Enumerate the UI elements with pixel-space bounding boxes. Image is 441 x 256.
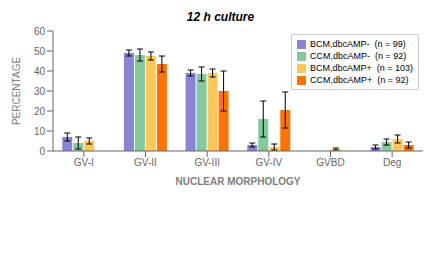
svg-text:Deg: Deg [383,157,401,168]
svg-text:40: 40 [34,66,46,77]
html-text:CCM,dbcAMP+ (n = 92): CCM,dbcAMP+ (n = 92) [310,75,409,85]
svg-text:GV-III: GV-III [194,157,220,168]
svg-text:GV-I: GV-I [74,157,94,168]
svg-text:50: 50 [34,46,46,57]
html-text:12 h culture: 12 h culture [186,10,255,24]
svg-text:20: 20 [34,106,46,117]
svg-text:PERCENTAGE: PERCENTAGE [11,57,22,125]
html-text:CCM,dbcAMP- (n = 92): CCM,dbcAMP- (n = 92) [310,51,407,61]
svg-text:60: 60 [34,26,46,37]
svg-text:NUCLEAR MORPHOLOGY: NUCLEAR MORPHOLOGY [176,176,301,187]
svg-text:GVBD: GVBD [316,157,344,168]
html-text:BCM,dbcAMP- (n = 99): BCM,dbcAMP- (n = 99) [310,39,406,49]
html-text:BCM,dbcAMP+ (n = 103): BCM,dbcAMP+ (n = 103) [310,63,413,73]
svg-text:GV-IV: GV-IV [255,157,282,168]
svg-text:10: 10 [34,126,46,137]
svg-text:GV-II: GV-II [134,157,157,168]
svg-text:0: 0 [39,146,45,157]
svg-text:30: 30 [34,86,46,97]
